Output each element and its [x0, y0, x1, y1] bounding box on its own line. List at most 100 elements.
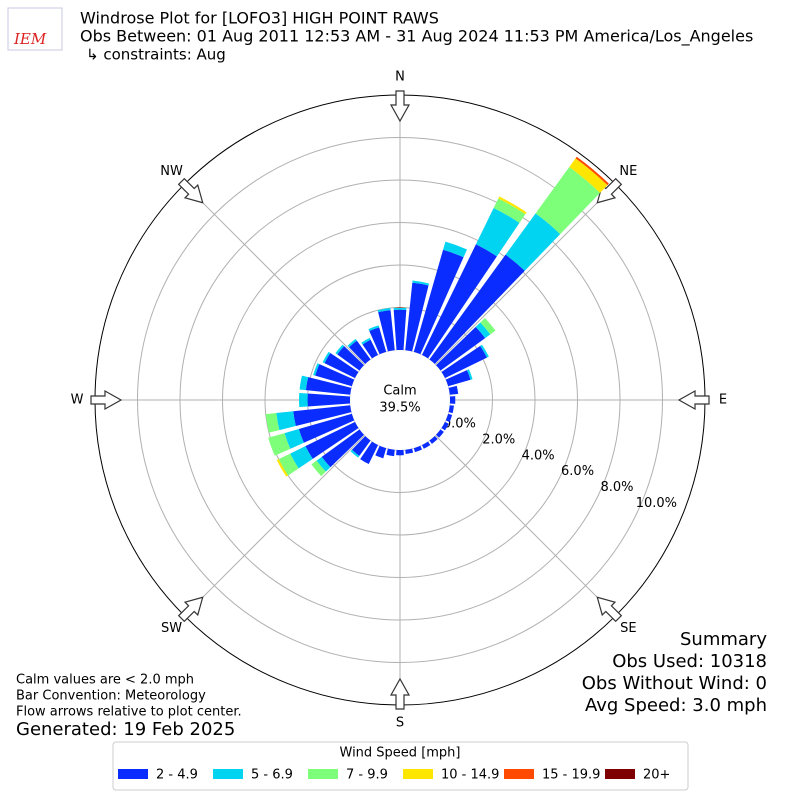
arrow-shape [177, 596, 204, 623]
bar-segment [405, 282, 429, 352]
bar-segment [441, 421, 449, 431]
bar-segment [413, 249, 464, 355]
bar-segment [449, 396, 456, 404]
bar-segment [305, 421, 359, 459]
legend-label: 20+ [643, 768, 670, 783]
flow-arrow [90, 389, 123, 411]
logo-text: IEM [13, 30, 47, 48]
bar-segment [386, 448, 395, 457]
legend-swatch [605, 769, 635, 779]
calm-circle [350, 350, 450, 450]
bar-segment [435, 429, 444, 438]
bar-segment [448, 405, 454, 414]
calm-value: 39.5% [379, 401, 420, 416]
bar-segment [396, 449, 404, 456]
bar-segment [493, 198, 526, 223]
bar-segment [276, 459, 289, 477]
bar-segment [475, 322, 491, 339]
bar-segment [375, 445, 387, 459]
bar-segment [349, 340, 371, 365]
constraints: ↳ constraints: Aug [86, 46, 226, 64]
bar-segment [405, 448, 414, 454]
arrow-shape [596, 596, 623, 623]
grid-ring [222, 222, 578, 578]
bar-segment [299, 375, 309, 391]
legend-label: 5 - 6.9 [251, 768, 293, 783]
arrow-shape [389, 90, 411, 123]
bar-segment [313, 363, 320, 376]
flow-arrow [389, 90, 411, 123]
bar-segment [361, 337, 371, 345]
bar-segment [360, 441, 379, 465]
legend-swatch [403, 769, 433, 779]
bar-segment [276, 411, 296, 431]
bar-segment [368, 325, 380, 332]
r-tick-label: 10.0% [636, 496, 677, 511]
bar-segment [347, 338, 357, 348]
legend-label: 15 - 19.9 [542, 768, 600, 783]
bar-segment [475, 207, 520, 257]
flow-arrow [177, 177, 204, 204]
bar-segment [480, 318, 496, 335]
bar-segment [443, 241, 468, 258]
arrow-shape [177, 177, 204, 204]
compass-label: SW [161, 621, 182, 636]
flow-arrow [677, 389, 710, 411]
summary: Obs Without Wind: 0 [582, 673, 767, 694]
summary: Summary [680, 629, 767, 650]
flow-arrow [389, 677, 411, 710]
bar-segment [298, 413, 355, 443]
bar-segment [429, 254, 525, 365]
bar-segment [315, 364, 355, 387]
bar-segment [421, 244, 497, 359]
bar-segment [305, 377, 352, 395]
bar-segment [293, 405, 352, 426]
legend-swatch [118, 769, 148, 779]
bar-segment [298, 392, 308, 408]
flow-arrow [596, 596, 623, 623]
bar-segment [307, 393, 351, 407]
legend-swatch [308, 769, 338, 779]
compass-label: NW [160, 164, 183, 179]
bar-segment [421, 441, 431, 449]
bar-segment [445, 370, 471, 387]
bar-segment [290, 446, 313, 469]
chart-subtitle: Obs Between: 01 Aug 2011 12:53 AM - 31 A… [80, 27, 753, 47]
r-tick-label: 4.0% [522, 448, 555, 463]
compass-label: NE [619, 164, 637, 179]
r-tick-label: 6.0% [561, 464, 594, 479]
bar-segment [441, 345, 487, 379]
legend-box [112, 741, 689, 791]
bar-segment [278, 453, 299, 476]
r-tick-label: 2.0% [482, 432, 515, 447]
arrow-shape [596, 177, 623, 204]
flow-arrow [596, 177, 623, 204]
legend-swatch [213, 769, 243, 779]
bar-segment [350, 449, 360, 458]
bar-segment [569, 158, 608, 193]
arrow-shape [389, 677, 411, 710]
note: Flow arrows relative to plot center. [16, 705, 242, 720]
compass-label: S [396, 716, 404, 731]
bar-segment [324, 353, 359, 379]
bar-segment [284, 429, 304, 449]
bar-segment [467, 369, 473, 380]
summary: Avg Speed: 3.0 mph [585, 695, 767, 716]
legend-title: Wind Speed [mph] [340, 746, 461, 761]
bar-segment [445, 413, 453, 423]
grid-ring [137, 137, 663, 663]
bar-segment [378, 310, 395, 352]
bar-segment [321, 429, 365, 468]
arrow-shape [677, 389, 710, 411]
bar-segment [413, 445, 423, 453]
arrow-shape [90, 389, 123, 411]
bar-segment [448, 385, 459, 395]
legend-label: 2 - 4.9 [156, 768, 198, 783]
bar-segment [575, 156, 609, 186]
bar-segment [335, 344, 345, 355]
summary: Obs Used: 10318 [612, 651, 767, 672]
note: Calm values are < 2.0 mph [16, 673, 194, 688]
legend-label: 7 - 9.9 [346, 768, 388, 783]
chart-title: Windrose Plot for [LOFO3] HIGH POINT RAW… [80, 9, 439, 28]
